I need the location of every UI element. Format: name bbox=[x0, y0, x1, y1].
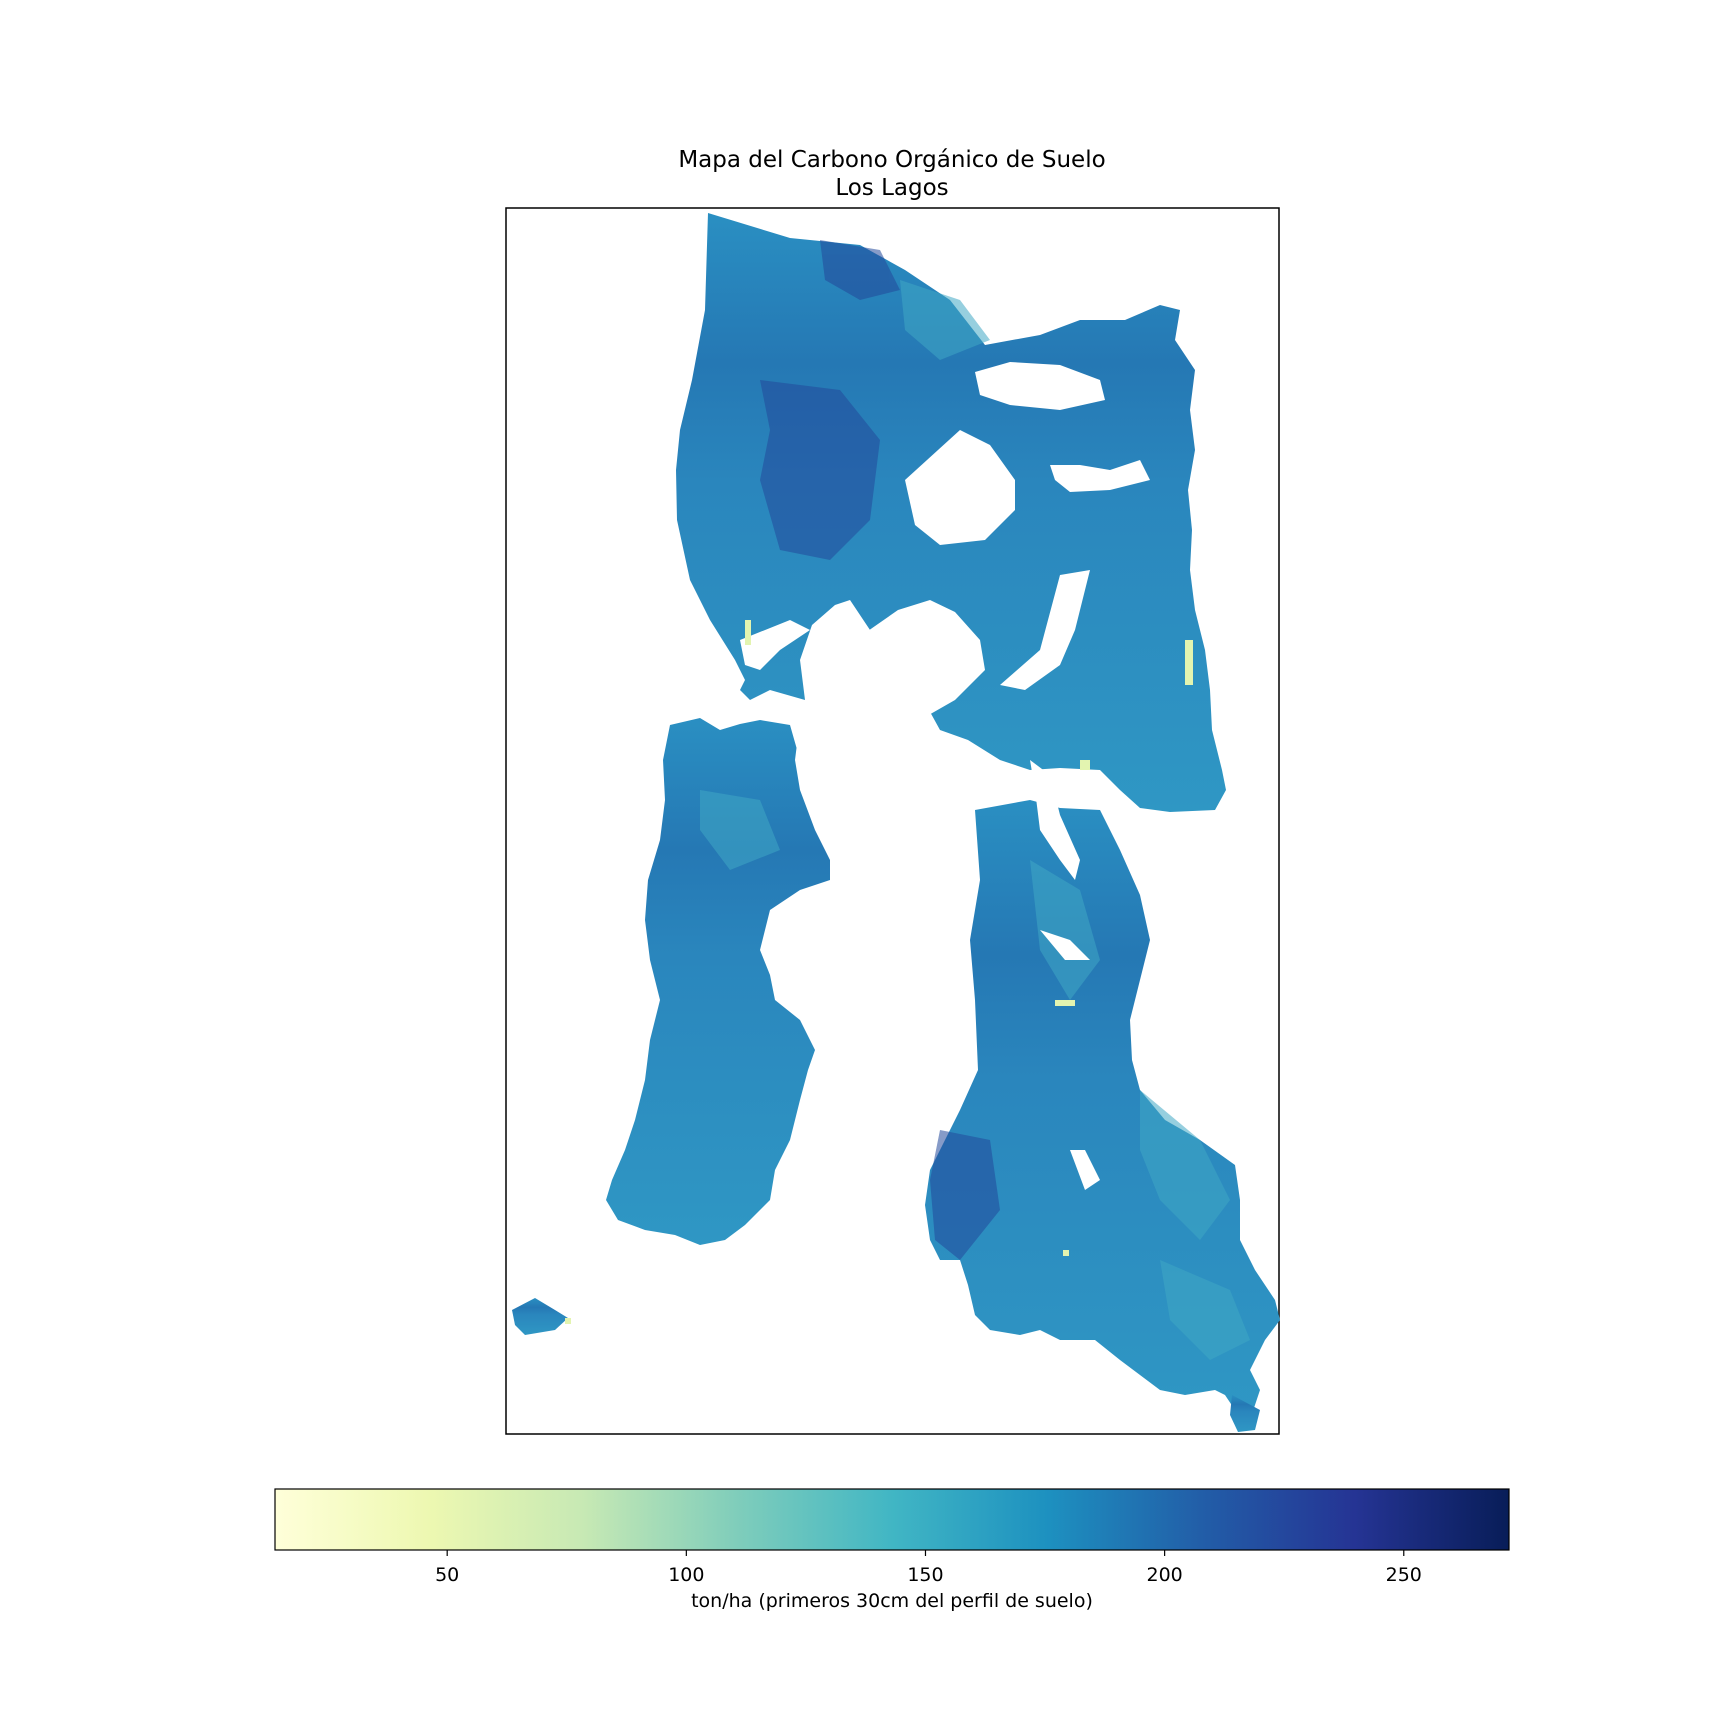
colorbar bbox=[274, 1488, 1510, 1551]
fjord-2 bbox=[1040, 930, 1090, 960]
high-carbon-zones bbox=[760, 240, 1000, 1260]
lake-llanquihue bbox=[905, 430, 1015, 545]
small-western-island bbox=[512, 1298, 568, 1335]
lighter-soil-zones bbox=[700, 280, 1250, 1360]
colorbar-tick-label: 200 bbox=[1146, 1564, 1183, 1586]
colorbar-tick-label: 150 bbox=[907, 1564, 944, 1586]
southern-tip bbox=[1230, 1395, 1260, 1432]
colorbar-label: ton/ha (primeros 30cm del perfil de suel… bbox=[691, 1590, 1093, 1612]
fjord-1 bbox=[1030, 760, 1080, 880]
channel-west bbox=[740, 620, 810, 670]
eastern-mainland bbox=[925, 800, 1280, 1420]
reloncavi-sound bbox=[795, 600, 985, 1240]
map-title: Mapa del Carbono Orgánico de Suelo bbox=[678, 147, 1106, 173]
lake-rupanco bbox=[975, 362, 1105, 410]
reloncavi-estuary bbox=[1000, 570, 1090, 690]
colorbar-tick-label: 50 bbox=[435, 1564, 460, 1586]
lake-south bbox=[1070, 1150, 1100, 1190]
los-lagos-region bbox=[512, 213, 1280, 1432]
map-subtitle: Los Lagos bbox=[835, 175, 949, 201]
map-frame bbox=[505, 207, 1280, 1435]
lakes-and-channels bbox=[740, 362, 1150, 1240]
lake-todos-los-santos bbox=[1050, 460, 1150, 492]
colorbar-tick-label: 250 bbox=[1385, 1564, 1422, 1586]
low-carbon-spots bbox=[565, 620, 1193, 1324]
colorbar-tick-label: 100 bbox=[668, 1564, 705, 1586]
